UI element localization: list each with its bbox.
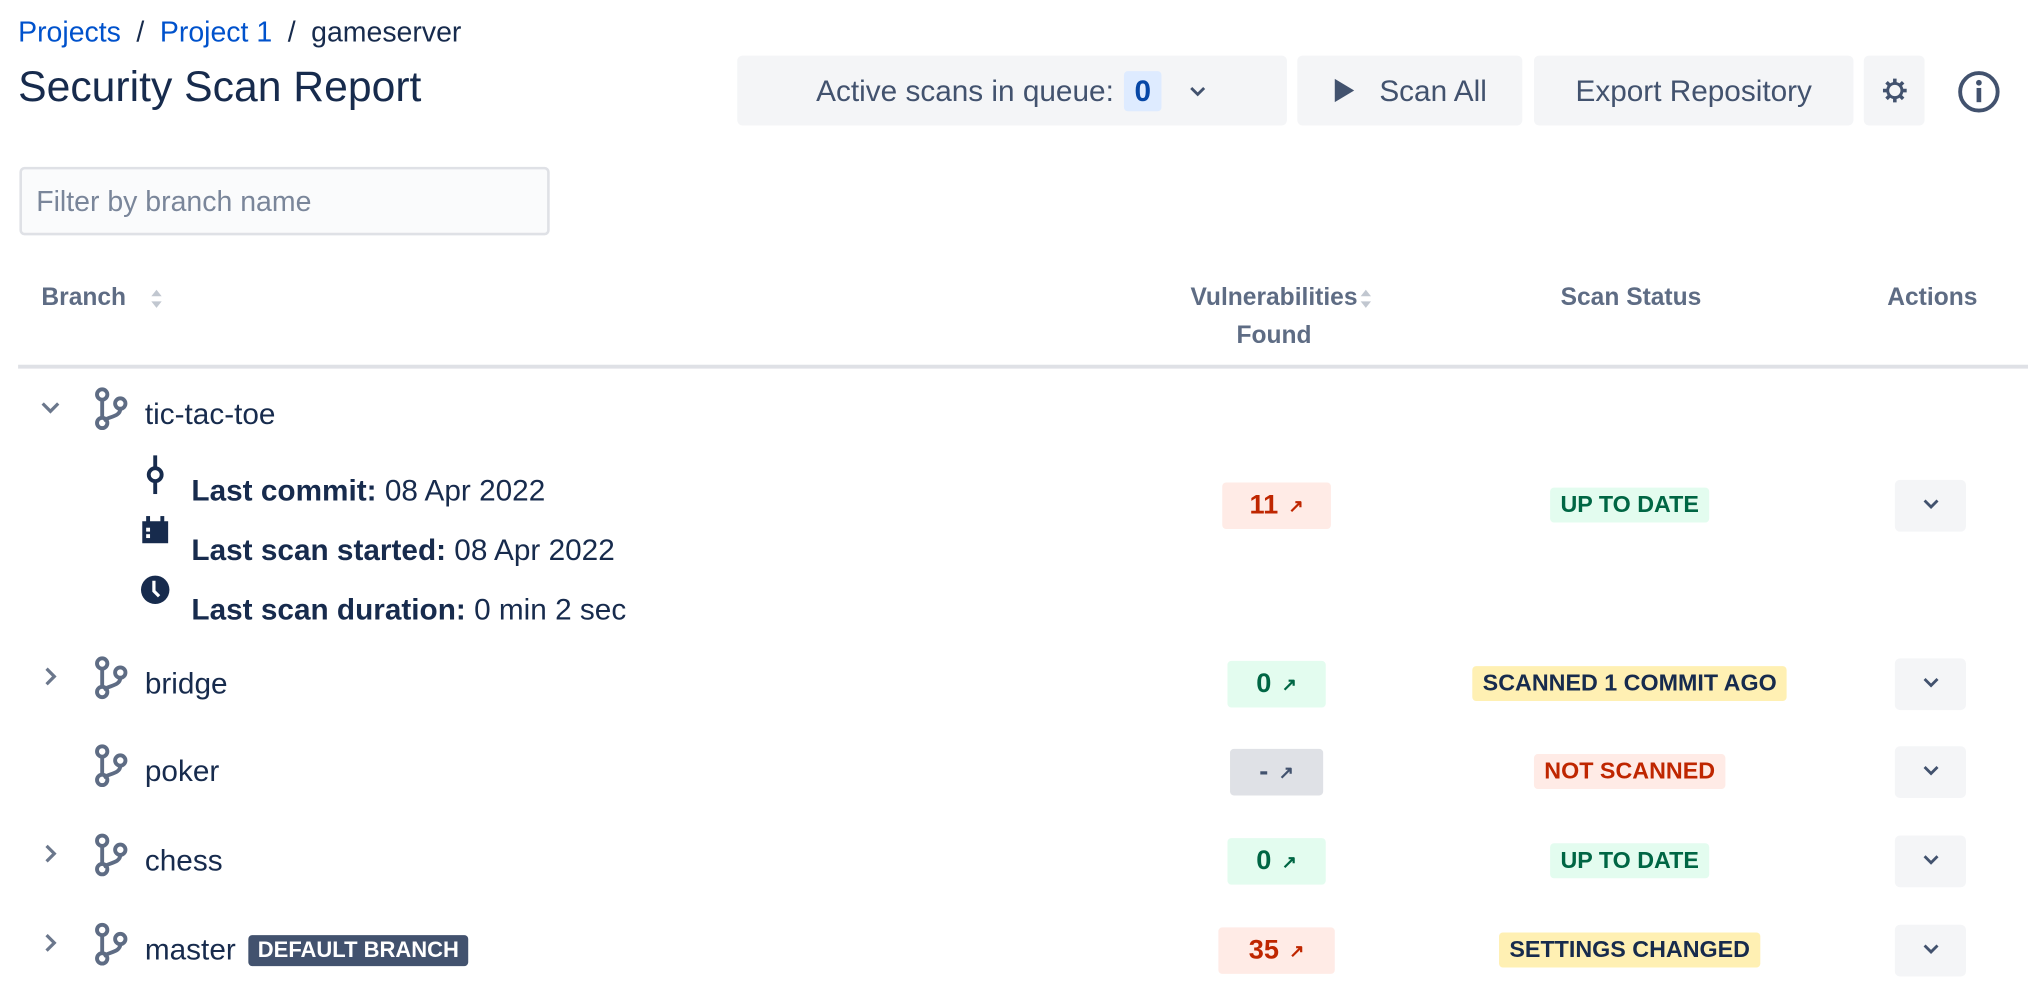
branch-name-label: bridge xyxy=(144,666,228,700)
branch-name[interactable]: tic-tac-toe xyxy=(145,397,276,432)
queue-label: Active scans in queue: xyxy=(816,73,1114,107)
vulnerabilities-badge[interactable]: - ↗ xyxy=(1230,748,1324,796)
scan-status-badge: SETTINGS CHANGED xyxy=(1499,932,1761,968)
sort-icon[interactable] xyxy=(1360,289,1371,308)
commit-icon xyxy=(140,455,171,495)
chevron-right-icon[interactable] xyxy=(39,842,62,865)
vulnerabilities-count: 35 xyxy=(1248,935,1279,965)
branch-name-label: tic-tac-toe xyxy=(144,397,276,431)
sort-icon[interactable] xyxy=(151,289,163,308)
detail-value: 0 min 2 sec xyxy=(474,592,627,627)
vulnerabilities-badge[interactable]: 11 ↗ xyxy=(1222,482,1331,530)
branch-icon xyxy=(93,387,129,431)
clock-icon xyxy=(140,574,171,608)
branch-icon xyxy=(93,744,129,788)
detail-label: Last scan started: xyxy=(191,532,447,567)
arrow-up-right-icon: ↗ xyxy=(1288,494,1304,516)
detail-label: Last scan duration: xyxy=(191,592,466,627)
branch-name[interactable]: chess xyxy=(145,843,223,878)
branch-name[interactable]: master DEFAULT BRANCH xyxy=(145,933,468,968)
chevron-down-icon xyxy=(1920,848,1941,875)
arrow-up-right-icon: ↗ xyxy=(1289,939,1305,961)
breadcrumb-projects[interactable]: Projects xyxy=(18,15,121,48)
arrow-up-right-icon: ↗ xyxy=(1281,850,1297,872)
active-scans-dropdown[interactable]: Active scans in queue: 0 xyxy=(737,55,1287,126)
breadcrumb: Projects / Project 1 / gameserver xyxy=(18,16,461,50)
breadcrumb-separator: / xyxy=(136,15,145,48)
branch-name-label: chess xyxy=(144,843,223,877)
column-header-branch[interactable]: Branch xyxy=(41,279,163,317)
row-actions-button[interactable] xyxy=(1894,479,1966,532)
export-label: Export Repository xyxy=(1575,73,1812,107)
chevron-down-icon xyxy=(1920,937,1941,964)
branch-icon xyxy=(93,922,129,966)
vulnerabilities-badge[interactable]: 0 ↗ xyxy=(1227,838,1326,885)
chevron-down-icon xyxy=(1920,671,1941,698)
queue-count: 0 xyxy=(1124,70,1162,111)
branch-name[interactable]: bridge xyxy=(145,666,228,701)
breadcrumb-separator: / xyxy=(287,15,296,48)
calendar-icon xyxy=(140,515,171,549)
vulnerabilities-count: 0 xyxy=(1256,668,1272,699)
chevron-right-icon[interactable] xyxy=(39,665,62,688)
branch-filter-input[interactable] xyxy=(19,166,550,236)
branch-header-label: Branch xyxy=(41,284,127,312)
info-icon[interactable] xyxy=(1957,70,2001,114)
detail-value: 08 Apr 2022 xyxy=(384,473,546,508)
scan-status-badge: SCANNED 1 COMMIT AGO xyxy=(1472,666,1788,702)
branch-name-label: master xyxy=(144,932,236,967)
row-actions-button[interactable] xyxy=(1894,746,1966,799)
breadcrumb-current: gameserver xyxy=(311,15,462,48)
scan-status-badge: UP TO DATE xyxy=(1550,487,1710,523)
export-repository-button[interactable]: Export Repository xyxy=(1533,55,1854,126)
branch-name-label: poker xyxy=(144,754,220,788)
page-title: Security Scan Report xyxy=(18,62,422,110)
column-header-scan-status: Scan Status xyxy=(1560,284,1702,312)
row-actions-button[interactable] xyxy=(1894,835,1966,888)
header-divider xyxy=(18,364,2028,369)
detail-duration: Last scan duration: 0 min 2 sec xyxy=(191,592,626,627)
vuln-header-label: Vulnerabilities xyxy=(1190,284,1358,312)
branch-name[interactable]: poker xyxy=(145,754,219,789)
vulnerabilities-badge[interactable]: 0 ↗ xyxy=(1227,660,1326,708)
chevron-right-icon[interactable] xyxy=(39,931,62,954)
default-branch-badge: DEFAULT BRANCH xyxy=(248,935,468,967)
scan-status-badge: NOT SCANNED xyxy=(1533,754,1726,789)
arrow-up-right-icon: ↗ xyxy=(1278,761,1294,782)
vuln-header-label-2: Found xyxy=(1236,322,1312,350)
vulnerabilities-badge[interactable]: 35 ↗ xyxy=(1218,927,1335,974)
chevron-down-icon xyxy=(1920,492,1941,519)
detail-started: Last scan started: 08 Apr 2022 xyxy=(191,533,614,568)
chevron-down-icon xyxy=(1190,86,1206,97)
vulnerabilities-count: - xyxy=(1259,756,1269,787)
column-header-vulnerabilities[interactable]: Vulnerabilities Found xyxy=(1164,279,1384,354)
gear-icon xyxy=(1882,78,1907,103)
breadcrumb-project-1[interactable]: Project 1 xyxy=(159,15,273,48)
detail-commit: Last commit: 08 Apr 2022 xyxy=(191,473,545,508)
row-actions-button[interactable] xyxy=(1894,924,1966,977)
settings-button[interactable] xyxy=(1863,55,1925,126)
vulnerabilities-count: 11 xyxy=(1249,490,1279,520)
row-actions-button[interactable] xyxy=(1894,658,1966,711)
detail-value: 08 Apr 2022 xyxy=(454,532,615,567)
scan-all-button[interactable]: Scan All xyxy=(1297,55,1523,126)
branch-icon xyxy=(93,656,129,700)
play-icon xyxy=(1335,78,1355,103)
vulnerabilities-count: 0 xyxy=(1256,845,1272,876)
column-header-actions: Actions xyxy=(1887,284,1978,312)
arrow-up-right-icon: ↗ xyxy=(1281,673,1297,694)
scan-all-label: Scan All xyxy=(1379,73,1487,107)
branch-icon xyxy=(93,833,129,877)
chevron-down-icon xyxy=(1920,759,1941,786)
detail-label: Last commit: xyxy=(191,473,377,508)
scan-status-badge: UP TO DATE xyxy=(1550,843,1710,879)
chevron-down-icon[interactable] xyxy=(39,396,62,419)
